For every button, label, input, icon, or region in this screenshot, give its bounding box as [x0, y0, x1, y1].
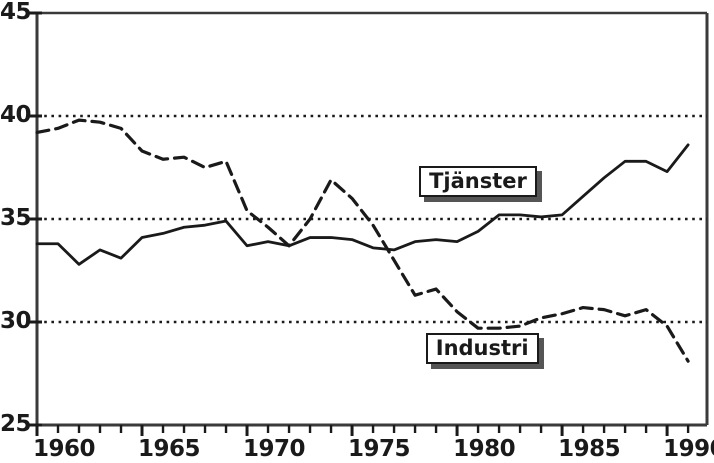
y-tick-label-35: 35: [0, 205, 32, 231]
y-tick-label-30: 30: [0, 308, 32, 334]
x-tick-label-1970: 1970: [243, 436, 306, 462]
x-tick-label-1990: 1990: [663, 436, 714, 462]
y-tick-label-40: 40: [0, 102, 32, 128]
x-tick-label-1985: 1985: [558, 436, 621, 462]
series-label-tjanster: Tjänster: [419, 166, 537, 198]
gridlines: [37, 114, 707, 324]
series-line-industri: [35, 118, 690, 363]
y-axis-ticks: [28, 11, 42, 427]
y-tick-label-25: 25: [0, 411, 32, 437]
data-series-layer: [35, 118, 690, 363]
series-line-tjnster: [35, 143, 690, 266]
series-label-industri: Industri: [425, 333, 539, 365]
x-tick-label-1975: 1975: [348, 436, 411, 462]
x-tick-label-1965: 1965: [138, 436, 201, 462]
x-tick-label-1960: 1960: [33, 436, 96, 462]
y-tick-label-45: 45: [0, 0, 32, 25]
x-tick-label-1980: 1980: [453, 436, 516, 462]
x-axis-ticks: [35, 425, 690, 436]
